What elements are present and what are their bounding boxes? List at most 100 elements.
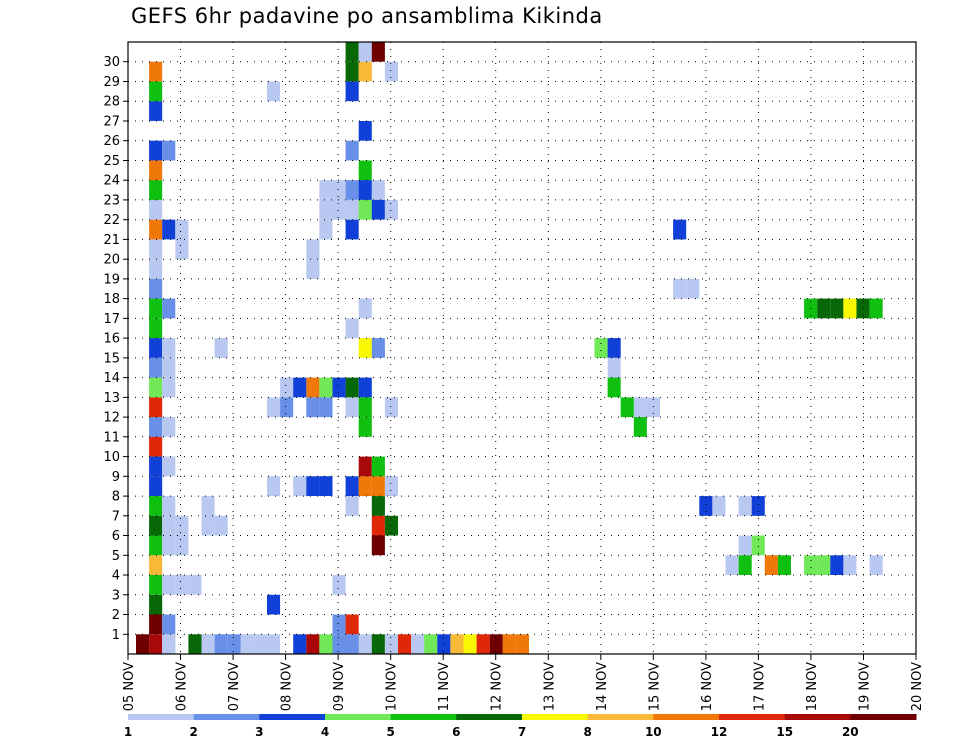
- heatmap-cell: [673, 278, 687, 299]
- heatmap-cell: [149, 417, 163, 437]
- heatmap-cell: [149, 219, 163, 240]
- heatmap-cell: [345, 42, 359, 62]
- y-tick-label: 23: [103, 193, 120, 208]
- colorbar-label: 10: [645, 725, 662, 739]
- heatmap-cell: [214, 634, 228, 654]
- heatmap-cell: [162, 357, 176, 378]
- heatmap-cell: [149, 140, 163, 161]
- heatmap-cell: [725, 555, 739, 575]
- heatmap-cell: [869, 298, 883, 319]
- heatmap-cell: [345, 199, 359, 220]
- heatmap-cell: [136, 634, 150, 654]
- y-tick-label: 7: [112, 509, 120, 524]
- colorbar-swatch: [784, 714, 851, 720]
- heatmap-cell: [319, 476, 333, 496]
- heatmap-cell: [332, 575, 346, 595]
- heatmap-cell: [188, 634, 202, 654]
- heatmap-cell: [162, 377, 176, 398]
- colorbar-label: 1: [124, 725, 132, 739]
- heatmap-cell: [319, 219, 333, 240]
- heatmap-cell: [620, 397, 634, 418]
- heatmap-cell: [162, 496, 176, 516]
- heatmap-cell: [358, 397, 372, 418]
- heatmap-cell: [686, 278, 700, 299]
- heatmap-cell: [149, 535, 163, 556]
- colorbar-swatch: [587, 714, 654, 720]
- colorbar-label: 20: [842, 725, 859, 739]
- x-tick-label: 19 NOV: [858, 662, 873, 711]
- colorbar-label: 15: [776, 725, 793, 739]
- y-tick-label: 5: [112, 549, 120, 564]
- colorbar-label: 4: [321, 725, 329, 739]
- colorbar-label: 5: [387, 725, 395, 739]
- y-tick-label: 30: [103, 55, 120, 70]
- y-tick-label: 18: [103, 292, 120, 307]
- heatmap-cell: [345, 61, 359, 82]
- heatmap-cell: [175, 575, 189, 595]
- heatmap-cell: [633, 417, 647, 437]
- colorbar-label: 3: [255, 725, 263, 739]
- heatmap-cell: [384, 515, 398, 536]
- heatmap-cell: [712, 496, 726, 516]
- x-tick-label: 07 NOV: [227, 662, 242, 711]
- plot-frame: [127, 41, 917, 655]
- y-tick-label: 4: [112, 569, 120, 584]
- heatmap-cell: [175, 239, 189, 260]
- heatmap-cell: [371, 180, 385, 200]
- heatmap-cell: [437, 634, 451, 654]
- heatmap-cell: [371, 634, 385, 654]
- heatmap-cell: [162, 614, 176, 635]
- heatmap-cell: [476, 634, 490, 654]
- heatmap-cell: [306, 259, 320, 279]
- heatmap-cell: [699, 496, 713, 516]
- heatmap-cell: [149, 278, 163, 299]
- x-tick-label: 09 NOV: [332, 662, 347, 711]
- heatmap-cell: [149, 338, 163, 358]
- colorbar-swatch: [259, 714, 326, 720]
- heatmap-cell: [358, 298, 372, 319]
- heatmap-cell: [607, 357, 621, 378]
- heatmap-cell: [371, 199, 385, 220]
- y-tick-label: 3: [112, 588, 120, 603]
- y-tick-label: 21: [103, 233, 120, 248]
- colorbar: 1 2 3 4 5 6 7 8 10 12 15 20: [124, 714, 917, 739]
- heatmap-cell: [358, 42, 372, 62]
- heatmap-cell: [607, 377, 621, 398]
- heatmap-cell: [149, 496, 163, 516]
- heatmap-cell: [398, 634, 412, 654]
- heatmap-cell: [371, 496, 385, 516]
- heatmap-cell: [411, 634, 425, 654]
- heatmap-cell: [384, 634, 398, 654]
- x-tick-label: 08 NOV: [280, 662, 295, 711]
- heatmap-cell: [830, 298, 844, 319]
- heatmap-cell: [175, 219, 189, 240]
- y-tick-label: 9: [112, 470, 120, 485]
- y-tick-label: 24: [103, 174, 120, 189]
- heatmap-cell: [332, 614, 346, 635]
- heatmap-cell: [358, 634, 372, 654]
- heatmap-cell: [240, 634, 254, 654]
- heatmap-cell: [358, 180, 372, 200]
- heatmap-cell: [371, 515, 385, 536]
- heatmap-cell: [319, 199, 333, 220]
- heatmap-cell: [214, 338, 228, 358]
- grid-lines: [128, 42, 916, 654]
- heatmap-cell: [345, 496, 359, 516]
- heatmap-cell: [804, 555, 818, 575]
- heatmap-cell: [280, 377, 294, 398]
- heatmap-cell: [673, 219, 687, 240]
- y-tick-label: 29: [103, 75, 120, 90]
- heatmap-cell: [149, 397, 163, 418]
- colorbar-swatch: [193, 714, 260, 720]
- heatmap-cell: [830, 555, 844, 575]
- heatmap-cell: [306, 634, 320, 654]
- heatmap-cell: [162, 338, 176, 358]
- heatmap-cell: [175, 515, 189, 536]
- y-tick-label: 11: [103, 430, 120, 445]
- heatmap-cell: [149, 298, 163, 319]
- heatmap-cell: [149, 515, 163, 536]
- heatmap-cell: [345, 140, 359, 161]
- heatmap-cells: [136, 42, 883, 654]
- heatmap-cell: [345, 634, 359, 654]
